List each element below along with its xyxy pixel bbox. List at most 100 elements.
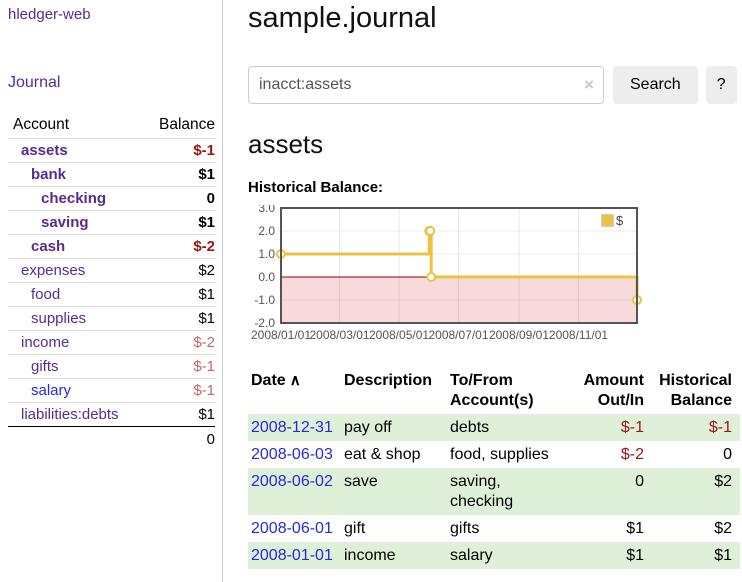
account-link[interactable]: liabilities:debts (21, 406, 119, 423)
transaction-date-link[interactable]: 2008-06-02 (251, 473, 333, 490)
account-link[interactable]: saving (41, 214, 89, 231)
historical-balance-chart: 3.0 2.0 1.0 0.0 -1.0 -2.0 2008/01/01 2008/03/01… (248, 205, 648, 351)
transaction-date-link[interactable]: 2008-01-01 (251, 547, 333, 564)
transaction-accounts: debts (450, 419, 490, 436)
transaction-date-link[interactable]: 2008-12-31 (251, 419, 333, 436)
transaction-balance: $2 (714, 473, 732, 490)
account-link[interactable]: assets (21, 142, 68, 159)
amount-column-header: Amount Out/In (583, 372, 644, 409)
account-link[interactable]: food (31, 286, 61, 303)
account-row: liabilities:debts $1 (8, 402, 215, 427)
svg-text:0.0: 0.0 (258, 270, 275, 284)
account-balance-table: Account Balance assets $-1 bank $1 checking 0… (8, 113, 215, 453)
transaction-amount: $-2 (620, 446, 644, 463)
clear-search-icon[interactable]: × (584, 75, 594, 95)
date-column-header[interactable]: Date ∧ (251, 372, 301, 389)
transaction-date-link[interactable]: 2008-06-01 (251, 520, 333, 537)
transaction-balance: $2 (714, 520, 732, 537)
svg-text:2008/05/01: 2008/05/01 (369, 328, 429, 342)
total-row: 0 (8, 426, 215, 453)
account-row: bank $1 (8, 162, 215, 187)
transaction-balance: $-1 (708, 419, 732, 436)
register-rows: 2008-12-31 pay off debts $-1 $-1 2008-06-03 ea… (248, 414, 740, 569)
account-balance: $1 (198, 286, 215, 303)
account-balance: $-1 (193, 358, 215, 375)
search-box: × (248, 66, 604, 104)
account-balance: $1 (198, 406, 215, 423)
register-row: 2008-06-02 save saving, checking 0 $2 (248, 468, 740, 515)
search-input[interactable] (248, 66, 604, 104)
transaction-accounts: saving, checking (450, 473, 514, 510)
account-balance: 0 (206, 190, 215, 207)
account-balance: $-2 (193, 334, 215, 351)
account-link[interactable]: checking (41, 190, 107, 207)
account-balance: $1 (198, 310, 215, 327)
account-row: checking 0 (8, 186, 215, 211)
svg-text:3.0: 3.0 (258, 205, 275, 215)
total-balance: 0 (145, 426, 215, 453)
chart-legend: $ (599, 212, 626, 229)
sort-asc-icon: ∧ (289, 372, 301, 389)
transaction-description: gift (344, 520, 366, 537)
help-button[interactable]: ? (705, 66, 737, 104)
register-table: Date ∧ Description To/From Account(s) Amo… (248, 368, 740, 569)
chart-title: Historical Balance: (248, 179, 384, 196)
svg-text:2008/01/01: 2008/01/01 (251, 328, 311, 342)
register-header-row: Date ∧ Description To/From Account(s) Amo… (248, 368, 740, 414)
accounts-column-header: To/From Account(s) (450, 372, 534, 409)
transaction-accounts: gifts (450, 520, 480, 537)
transaction-balance: $1 (714, 547, 732, 564)
page-title: sample.journal (248, 2, 437, 34)
account-balance: $1 (198, 214, 215, 231)
transaction-date-link[interactable]: 2008-06-03 (251, 446, 333, 463)
main-content: sample.journal × Search ? assets Histori… (223, 0, 742, 582)
register-row: 2008-06-01 gift gifts $1 $2 (248, 515, 740, 542)
account-balance: $2 (198, 262, 215, 279)
account-link[interactable]: supplies (31, 310, 87, 327)
account-row: supplies $1 (8, 306, 215, 331)
register-row: 2008-01-01 income salary $1 $1 (248, 542, 740, 569)
account-link[interactable]: gifts (31, 358, 59, 375)
transaction-amount: $-1 (620, 419, 644, 436)
svg-text:2.0: 2.0 (258, 224, 275, 238)
search-row: × Search ? (248, 66, 742, 104)
sidebar-item-journal[interactable]: Journal (8, 74, 61, 91)
account-row: food $1 (8, 282, 215, 307)
svg-text:-1.0: -1.0 (254, 293, 275, 307)
transaction-amount: $1 (626, 547, 644, 564)
transaction-description: eat & shop (344, 446, 421, 463)
account-balance: $-1 (193, 382, 215, 399)
account-row: saving $1 (8, 210, 215, 235)
account-link[interactable]: expenses (21, 262, 86, 279)
sidebar: hledger-web Journal Account Balance asse… (0, 0, 223, 582)
balance-column-header: Balance (158, 116, 215, 133)
account-balance: $-2 (193, 238, 215, 255)
legend-label: $ (616, 213, 624, 228)
account-link[interactable]: income (21, 334, 70, 351)
account-row: expenses $2 (8, 258, 215, 283)
svg-text:2008/09/01: 2008/09/01 (489, 328, 549, 342)
search-button[interactable]: Search (613, 66, 698, 104)
account-link[interactable]: bank (31, 166, 67, 183)
account-row: assets $-1 (8, 138, 215, 163)
account-balance: $-1 (193, 142, 215, 159)
transaction-accounts: salary (450, 547, 493, 564)
account-row: gifts $-1 (8, 354, 215, 379)
register-row: 2008-12-31 pay off debts $-1 $-1 (248, 414, 740, 441)
balance-chart-svg: 3.0 2.0 1.0 0.0 -1.0 -2.02008/01/012008/03/01… (251, 205, 642, 342)
account-link[interactable]: salary (31, 382, 72, 399)
svg-text:2008/03/01: 2008/03/01 (309, 328, 369, 342)
account-rows: assets $-1 bank $1 checking 0 saving $1 cash $-2 e… (8, 138, 215, 427)
legend-swatch-icon (601, 214, 614, 227)
account-heading: assets (248, 129, 324, 159)
svg-text:-2.0: -2.0 (254, 316, 275, 330)
account-row: salary $-1 (8, 378, 215, 403)
account-row: cash $-2 (8, 234, 215, 259)
transaction-amount: 0 (635, 473, 644, 490)
brand-link[interactable]: hledger-web (8, 6, 91, 23)
transaction-balance: 0 (723, 446, 732, 463)
account-column-header: Account (13, 116, 70, 133)
account-row: income $-2 (8, 330, 215, 355)
account-link[interactable]: cash (31, 238, 66, 255)
